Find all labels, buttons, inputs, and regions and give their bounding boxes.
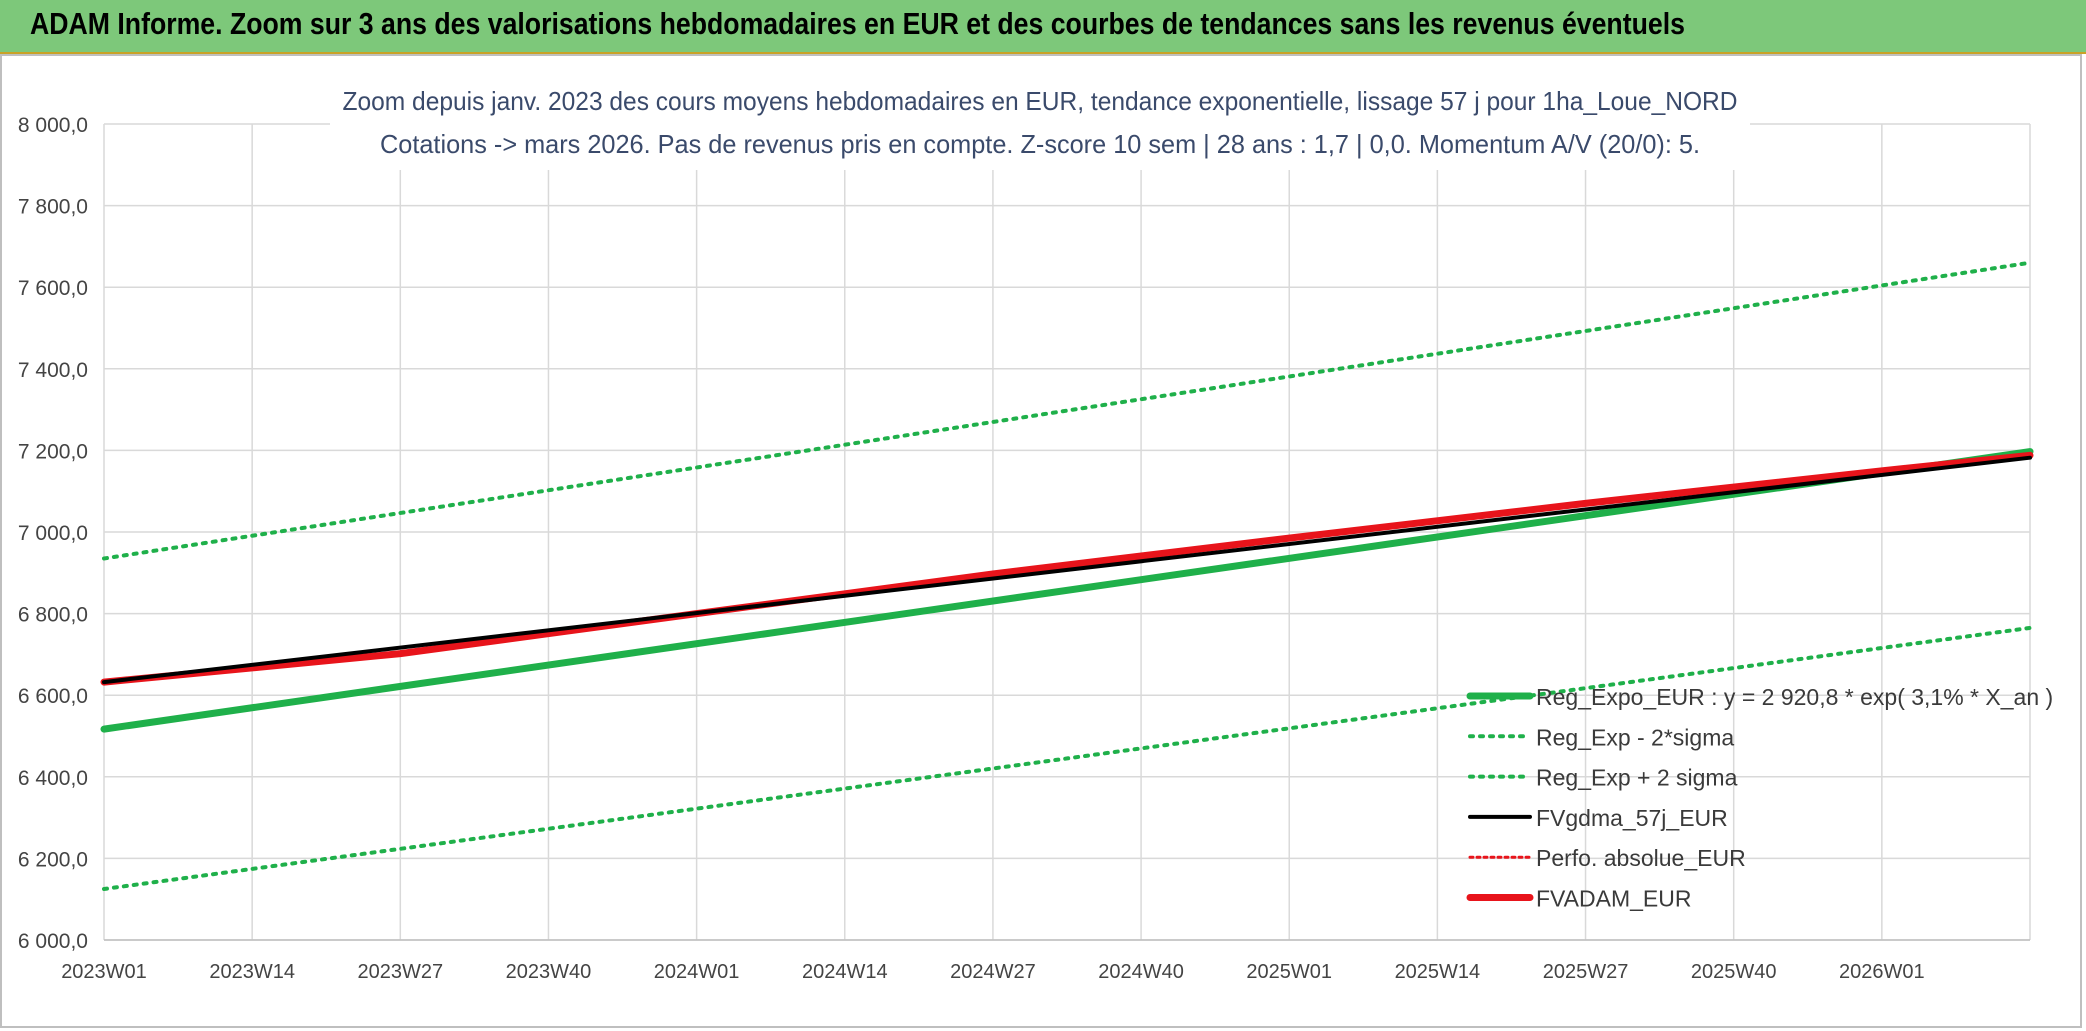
legend-label: Reg_Expo_EUR : y = 2 920,8 * exp( 3,1% *… — [1536, 684, 2053, 710]
y-tick-label: 7 600,0 — [18, 277, 88, 300]
y-tick-label: 7 400,0 — [18, 359, 88, 382]
x-tick-label: 2024W40 — [1098, 961, 1184, 983]
y-tick-label: 7 200,0 — [18, 440, 88, 463]
series-line — [102, 260, 2032, 561]
x-tick-label: 2025W01 — [1246, 961, 1332, 983]
grid-lines — [103, 123, 2031, 941]
y-tick-label: 6 400,0 — [18, 767, 88, 790]
report-header: ADAM Informe. Zoom sur 3 ans des valoris… — [0, 0, 2086, 54]
x-tick-label: 2023W01 — [61, 961, 147, 983]
x-tick-label: 2025W27 — [1543, 961, 1629, 983]
series-line — [100, 451, 2034, 686]
y-tick-label: 7 800,0 — [18, 196, 88, 219]
series-lines — [100, 260, 2034, 891]
legend-label: FVgdma_57j_EUR — [1536, 805, 1728, 831]
legend-label: Perfo. absolue_EUR — [1536, 845, 1746, 871]
legend: Reg_Expo_EUR : y = 2 920,8 * exp( 3,1% *… — [1466, 684, 2053, 912]
legend-label: Reg_Exp + 2 sigma — [1536, 765, 1738, 791]
x-tick-label: 2024W27 — [950, 961, 1036, 983]
x-tick-label: 2023W27 — [357, 961, 443, 983]
series-line — [100, 448, 2034, 733]
x-tick-label: 2025W40 — [1691, 961, 1777, 983]
x-tick-label: 2024W14 — [802, 961, 888, 983]
x-tick-label: 2026W01 — [1839, 961, 1925, 983]
title-background — [330, 78, 1750, 170]
chart-title-line2: Cotations -> mars 2026. Pas de revenus p… — [380, 129, 1700, 159]
legend-label: Reg_Exp - 2*sigma — [1536, 724, 1734, 750]
y-tick-label: 6 600,0 — [18, 685, 88, 708]
y-tick-label: 8 000,0 — [18, 114, 88, 137]
chart-frame — [0, 54, 2082, 1028]
x-tick-label: 2024W01 — [654, 961, 740, 983]
legend-label: FVADAM_EUR — [1536, 886, 1692, 912]
y-tick-label: 7 000,0 — [18, 522, 88, 545]
y-axis: 6 000,0 6 200,0 6 400,0 6 600,0 6 800,0 7 000… — [18, 114, 88, 953]
x-tick-label: 2023W40 — [506, 961, 592, 983]
x-tick-label: 2025W14 — [1395, 961, 1481, 983]
y-tick-label: 6 200,0 — [18, 848, 88, 871]
series-line — [102, 455, 2032, 685]
y-tick-label: 6 000,0 — [18, 930, 88, 953]
x-tick-label: 2023W14 — [209, 961, 295, 983]
report-title: ADAM Informe. Zoom sur 3 ans des valoris… — [30, 6, 1685, 41]
y-tick-label: 6 800,0 — [18, 604, 88, 627]
x-axis: 2023W01 2023W14 2023W27 2023W40 2024W01 2024W… — [61, 939, 2030, 983]
series-line — [102, 625, 2032, 891]
chart-title-line1: Zoom depuis janv. 2023 des cours moyens … — [343, 86, 1738, 116]
